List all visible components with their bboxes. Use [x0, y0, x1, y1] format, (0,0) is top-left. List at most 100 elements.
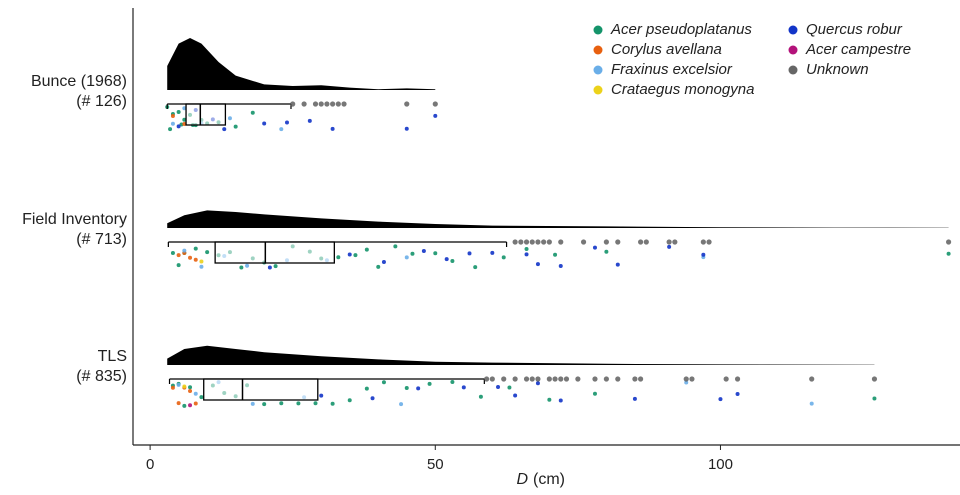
outlier: [871, 376, 878, 382]
box: [203, 378, 319, 401]
data-point: [188, 388, 193, 393]
data-point: [330, 401, 335, 406]
data-point: [262, 402, 267, 407]
data-point: [615, 262, 620, 267]
legend-swatch: [788, 45, 798, 55]
outlier: [945, 239, 952, 245]
data-point: [473, 265, 478, 270]
data-point: [404, 255, 409, 260]
data-point: [558, 398, 563, 403]
outlier: [290, 101, 296, 107]
data-point: [507, 385, 512, 390]
data-point: [170, 113, 175, 118]
legend-label: Quercus robur: [806, 21, 903, 38]
outlier: [638, 376, 644, 382]
data-point: [946, 251, 951, 256]
legend-label: Unknown: [806, 61, 869, 78]
legend-swatch: [788, 65, 798, 75]
data-point: [381, 380, 386, 385]
data-point: [193, 401, 198, 406]
outlier: [615, 376, 621, 382]
legend-label: Corylus avellana: [611, 41, 722, 58]
data-point: [416, 386, 421, 391]
data-point: [279, 127, 284, 132]
outlier: [523, 376, 530, 382]
data-point: [701, 252, 706, 257]
x-axis-unit: (cm): [533, 471, 565, 488]
data-point: [433, 251, 438, 256]
data-point: [319, 393, 324, 398]
outlier: [512, 239, 518, 245]
outlier: [546, 376, 552, 382]
outlier: [723, 376, 729, 382]
data-point: [176, 401, 181, 406]
outlier: [706, 239, 712, 245]
data-point: [199, 259, 204, 264]
outlier: [324, 101, 330, 107]
data-point: [193, 246, 198, 251]
group-label: TLS: [98, 348, 127, 365]
outlier: [404, 101, 410, 107]
outlier: [666, 239, 672, 245]
data-point: [376, 264, 381, 269]
outlier: [484, 376, 490, 382]
data-point: [632, 396, 637, 401]
outlier: [683, 376, 689, 382]
x-axis-label: D: [516, 471, 528, 488]
outlier: [512, 376, 518, 382]
outlier: [535, 239, 541, 245]
data-point: [182, 117, 187, 122]
outlier: [535, 376, 541, 382]
data-point: [450, 380, 455, 385]
x-tick-label: 50: [427, 456, 444, 473]
box: [214, 241, 335, 264]
group-count: (# 835): [76, 368, 127, 385]
data-point: [364, 247, 369, 252]
group-label: Field Inventory: [22, 211, 127, 228]
data-point: [279, 401, 284, 406]
data-point: [809, 401, 814, 406]
data-point: [404, 126, 409, 131]
data-point: [188, 385, 193, 390]
data-point: [250, 110, 255, 115]
data-point: [592, 245, 597, 250]
legend-swatch: [593, 25, 603, 35]
data-point: [524, 252, 529, 257]
data-point: [170, 121, 175, 126]
legend-swatch: [593, 45, 603, 55]
outlier: [318, 101, 324, 107]
legend-label: Acer pseudoplatanus: [610, 21, 752, 38]
outlier: [341, 101, 347, 107]
data-point: [193, 391, 198, 396]
data-point: [404, 385, 409, 390]
outlier: [489, 376, 495, 382]
data-point: [182, 106, 187, 111]
x-tick-label: 0: [146, 456, 154, 473]
data-point: [182, 384, 187, 389]
outlier: [501, 376, 507, 382]
data-point: [170, 385, 175, 390]
outlier: [638, 239, 644, 245]
data-point: [336, 255, 341, 260]
data-point: [182, 121, 187, 126]
data-point: [450, 258, 455, 263]
group-label: Bunce (1968): [31, 73, 127, 90]
data-point: [245, 263, 250, 268]
x-tick-label: 100: [708, 456, 733, 473]
data-point: [370, 396, 375, 401]
data-point: [872, 396, 877, 401]
data-point: [684, 380, 689, 385]
outlier: [312, 101, 319, 107]
legend-swatch: [788, 25, 798, 35]
outlier: [552, 376, 558, 382]
legend-label: Crataegus monogyna: [611, 81, 754, 98]
outlier: [558, 239, 564, 245]
data-point: [284, 120, 289, 125]
data-point: [307, 118, 312, 123]
outlier: [529, 239, 535, 245]
data-point: [262, 121, 267, 126]
data-point: [313, 401, 318, 406]
outlier: [632, 376, 638, 382]
data-point: [461, 385, 466, 390]
